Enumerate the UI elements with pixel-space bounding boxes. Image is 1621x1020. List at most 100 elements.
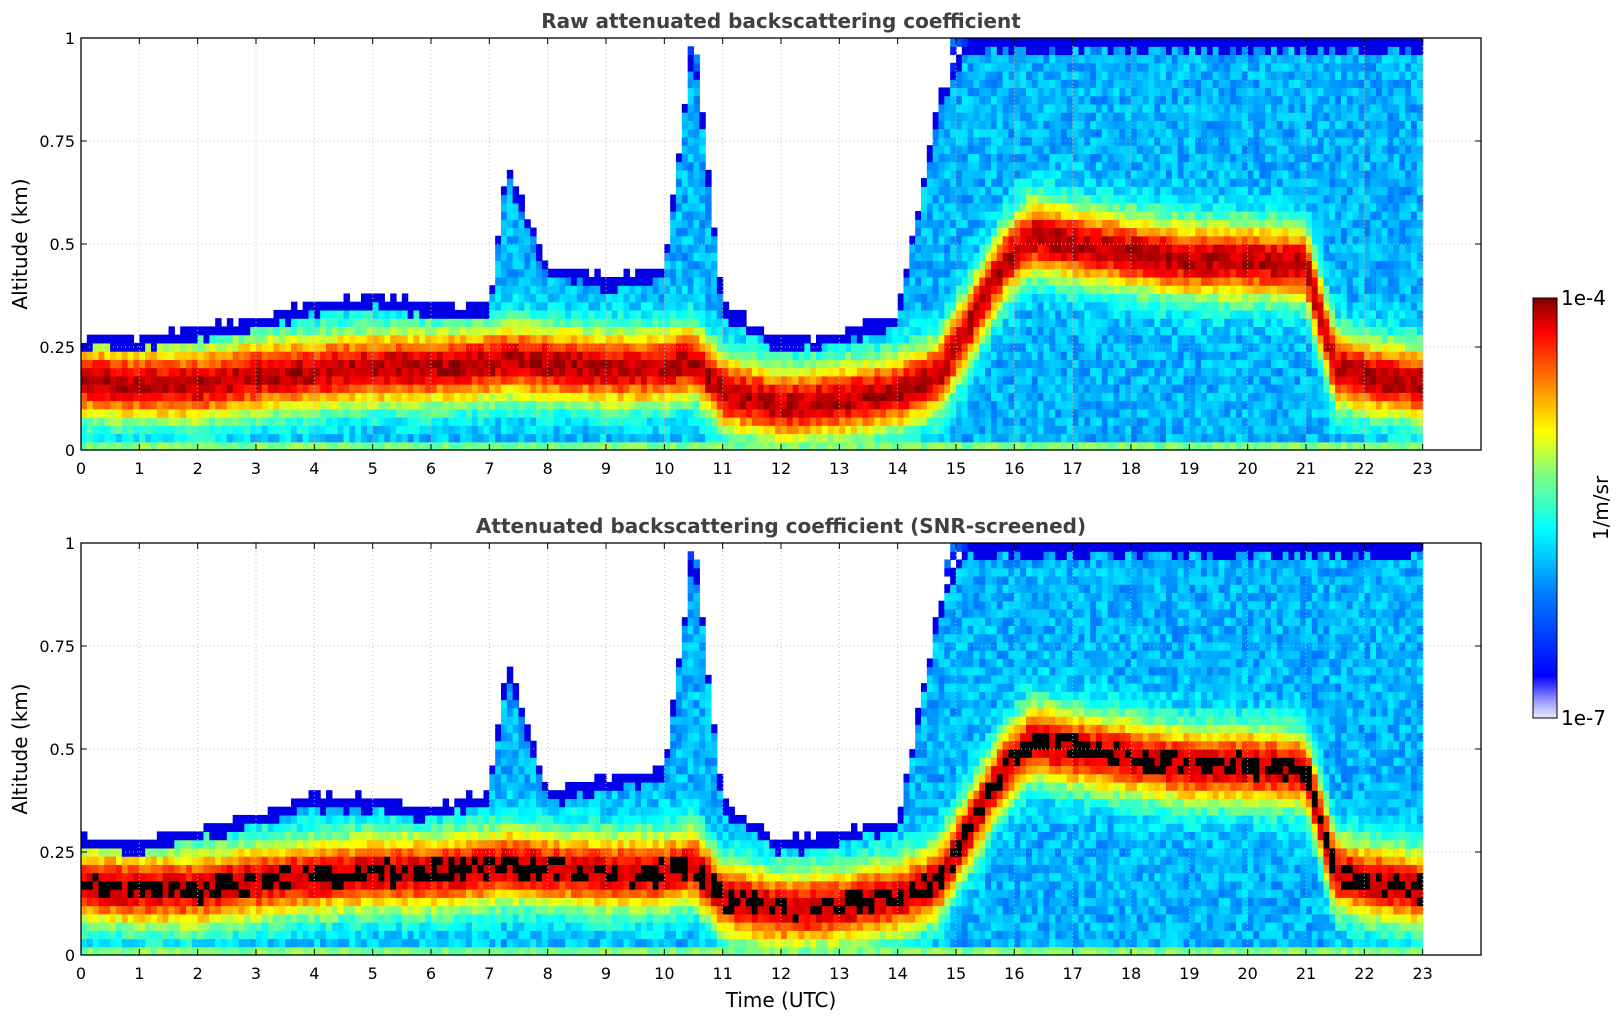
heatmap-cell: [1183, 392, 1190, 402]
heatmap-cell: [950, 408, 957, 418]
heatmap-cell: [1020, 211, 1027, 220]
heatmap-cell: [320, 359, 327, 369]
heatmap-cell: [1061, 219, 1068, 229]
heatmap-cell: [740, 433, 747, 443]
heatmap-cell: [664, 375, 671, 385]
heatmap-cell: [886, 375, 893, 385]
heatmap-cell: [1096, 54, 1103, 64]
heatmap-cell: [617, 342, 625, 352]
heatmap-cell: [996, 276, 1004, 286]
heatmap-cell: [658, 276, 665, 286]
heatmap-cell: [541, 417, 549, 426]
heatmap-cell: [1090, 120, 1097, 130]
heatmap-cell: [133, 408, 140, 418]
heatmap-cell: [961, 194, 969, 204]
heatmap-cell: [1002, 252, 1010, 262]
heatmap-cell: [792, 384, 800, 393]
heatmap-cell: [1026, 54, 1033, 64]
heatmap-cell: [1171, 153, 1179, 163]
heatmap-cell: [232, 334, 240, 344]
heatmap-cell: [985, 417, 992, 426]
heatmap-cell: [973, 211, 980, 220]
heatmap-cell: [868, 384, 875, 393]
heatmap-cell: [1131, 112, 1138, 121]
heatmap-cell: [1131, 103, 1138, 113]
heatmap-cell: [950, 219, 957, 229]
heatmap-cell: [512, 417, 520, 426]
heatmap-cell: [506, 334, 514, 344]
heatmap-cell: [676, 235, 683, 245]
heatmap-cell: [967, 145, 975, 154]
heatmap-cell: [156, 375, 164, 385]
heatmap-cell: [1055, 87, 1062, 97]
heatmap-cell: [1101, 359, 1109, 369]
heatmap-cell: [121, 359, 129, 369]
heatmap-cell: [530, 408, 537, 418]
heatmap-cell: [1090, 441, 1097, 450]
heatmap-cell: [1107, 441, 1115, 450]
heatmap-cell: [495, 260, 502, 270]
heatmap-cell: [361, 384, 368, 393]
heatmap-cell: [1096, 70, 1103, 80]
heatmap-cell: [1026, 211, 1033, 220]
heatmap-cell: [419, 408, 426, 418]
heatmap-cell: [699, 244, 706, 253]
heatmap-cell: [559, 309, 566, 319]
heatmap-cell: [436, 425, 444, 435]
heatmap-cell: [646, 441, 654, 450]
heatmap-cell: [821, 408, 829, 418]
heatmap-cell: [1037, 194, 1045, 204]
heatmap-cell: [950, 95, 957, 105]
heatmap-cell: [1002, 227, 1010, 237]
heatmap-cell: [1113, 219, 1120, 229]
heatmap-cell: [926, 285, 934, 295]
heatmap-cell: [1020, 268, 1027, 278]
heatmap-cell: [973, 433, 980, 443]
heatmap-cell: [833, 351, 840, 360]
heatmap-cell: [1131, 70, 1138, 80]
heatmap-cell: [390, 392, 397, 402]
heatmap-cell: [1166, 309, 1173, 319]
heatmap-cell: [664, 334, 671, 344]
heatmap-cell: [1072, 46, 1080, 56]
heatmap-cell: [1078, 334, 1085, 344]
heatmap-cell: [810, 408, 817, 418]
heatmap-cell: [664, 326, 671, 336]
heatmap-cell: [623, 334, 630, 344]
heatmap-cell: [139, 433, 146, 443]
heatmap-cell: [104, 384, 111, 393]
heatmap-cell: [1061, 235, 1068, 245]
heatmap-cell: [821, 384, 829, 393]
heatmap-cell: [495, 301, 502, 311]
heatmap-cell: [944, 103, 951, 113]
heatmap-cell: [658, 408, 665, 418]
heatmap-cell: [209, 334, 216, 344]
heatmap-cell: [1148, 285, 1155, 295]
heatmap-cell: [1084, 351, 1091, 360]
heatmap-cell: [1061, 112, 1068, 121]
heatmap-cell: [646, 425, 654, 435]
heatmap-cell: [285, 367, 292, 377]
heatmap-cell: [1066, 301, 1074, 311]
heatmap-cell: [506, 169, 514, 179]
heatmap-cell: [431, 384, 438, 393]
heatmap-cell: [711, 425, 718, 435]
heatmap-cell: [1031, 219, 1039, 229]
heatmap-cell: [291, 408, 298, 418]
heatmap-cell: [326, 334, 333, 344]
heatmap-cell: [466, 433, 473, 443]
heatmap-cell: [145, 375, 152, 385]
heatmap-cell: [1160, 219, 1167, 229]
heatmap-cell: [553, 293, 560, 303]
heatmap-cell: [127, 400, 135, 410]
heatmap-cell: [1131, 425, 1138, 435]
heatmap-cell: [250, 425, 257, 435]
heatmap-cell: [886, 425, 893, 435]
heatmap-cell: [1177, 375, 1185, 385]
heatmap-cell: [967, 433, 975, 443]
heatmap-cell: [932, 169, 940, 179]
heatmap-cell: [1148, 293, 1155, 303]
heatmap-cell: [1096, 112, 1103, 121]
heatmap-cell: [1078, 425, 1085, 435]
heatmap-cell: [1148, 367, 1155, 377]
